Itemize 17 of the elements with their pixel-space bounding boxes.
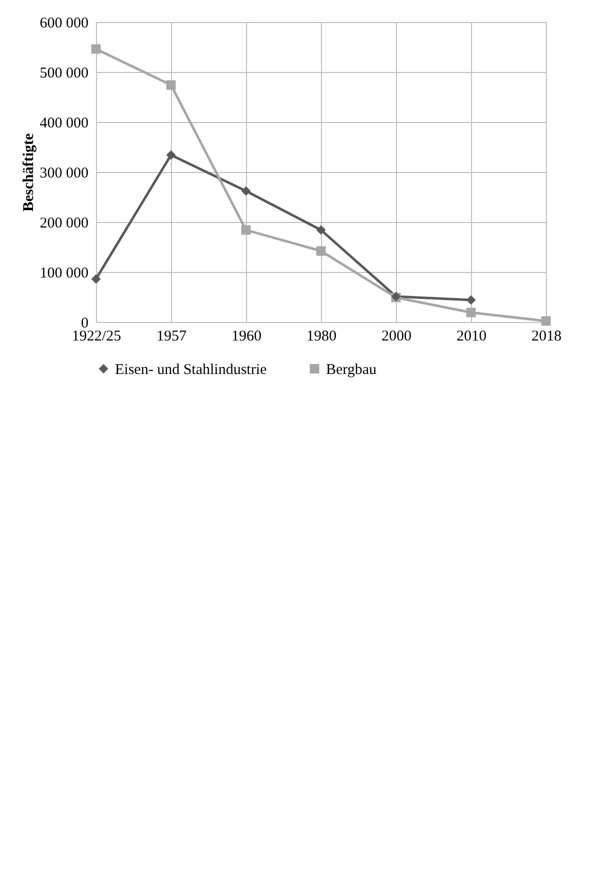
y-tick-label: 0 xyxy=(81,316,88,332)
x-tick-label: 1960 xyxy=(232,328,262,344)
y-axis-title: Beschäftigte xyxy=(20,133,37,212)
y-tick-label: 600 000 xyxy=(40,16,88,32)
x-tick-label: 1922/25 xyxy=(72,328,122,344)
x-tick-label: 2010 xyxy=(456,328,486,344)
legend-label: Bergbau xyxy=(326,362,378,378)
x-tick-label: 1957 xyxy=(156,328,187,344)
y-tick-label: 500 000 xyxy=(40,66,88,82)
y-tick-label: 400 000 xyxy=(40,116,88,132)
y-tick-label: 300 000 xyxy=(40,166,88,182)
x-tick-label: 2000 xyxy=(382,328,412,344)
y-tick-label: 200 000 xyxy=(40,216,88,232)
x-tick-label: 2018 xyxy=(532,328,562,344)
x-tick-label: 1980 xyxy=(306,328,336,344)
y-tick-label: 100 000 xyxy=(40,266,88,282)
legend-label: Eisen- und Stahlindustrie xyxy=(115,362,267,378)
